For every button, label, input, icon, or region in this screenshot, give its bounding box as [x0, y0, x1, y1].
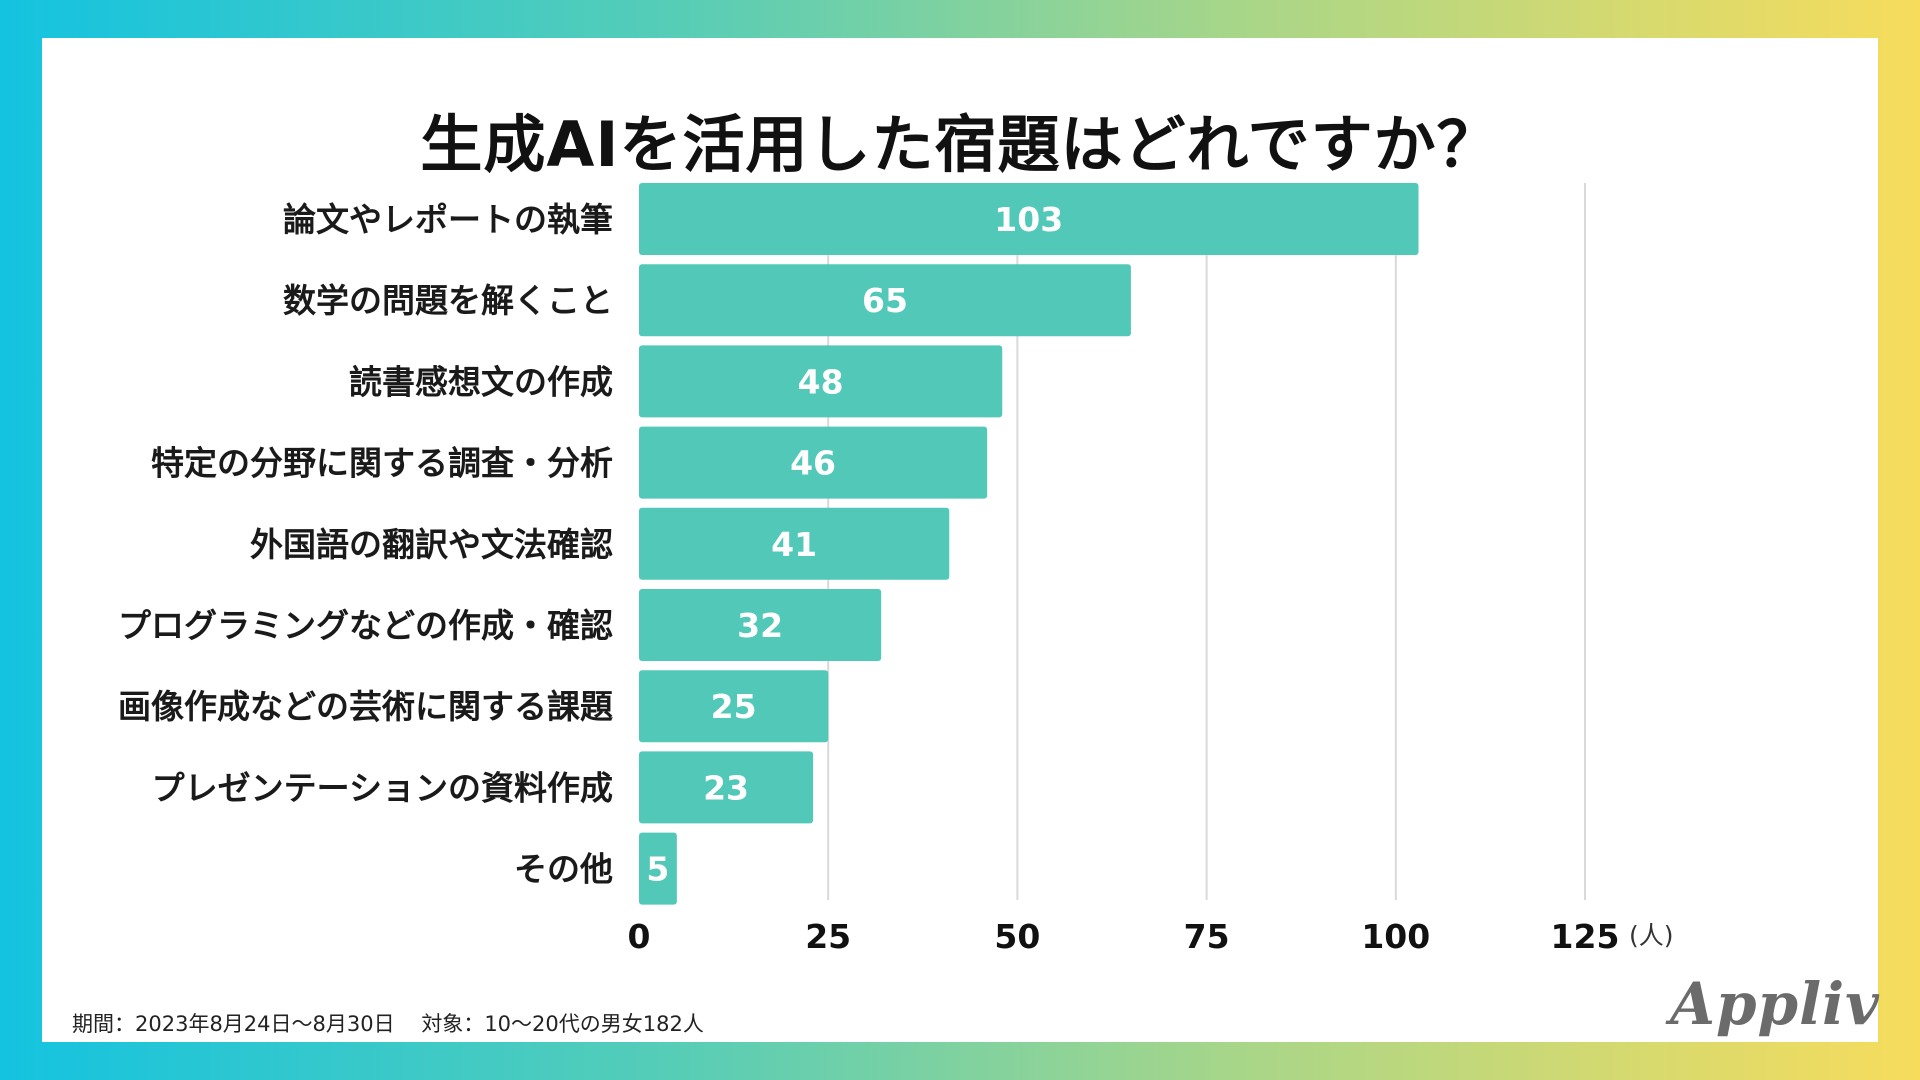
bar-value-label: 65 [862, 281, 908, 320]
x-tick-label: 25 [805, 917, 851, 956]
x-axis-unit: (人) [1629, 921, 1674, 950]
bar [639, 183, 1419, 255]
category-label: 論文やレポートの執筆 [283, 200, 613, 239]
bar-value-label: 46 [790, 444, 836, 483]
category-label: プログラミングなどの作成・確認 [118, 606, 613, 645]
bar-value-label: 23 [703, 768, 749, 807]
bar-chart: 103 65 48 46 41 32 25 23 5 論文やレポートの執筆数学の問題を解くこと読… [118, 183, 1674, 956]
bar [639, 345, 1003, 418]
bar [639, 670, 829, 743]
target-label: 対象： [421, 1012, 485, 1036]
category-label: 特定の分野に関する調査・分析 [151, 444, 613, 483]
category-labels: 論文やレポートの執筆数学の問題を解くこと読書感想文の作成特定の分野に関する調査・… [118, 200, 613, 889]
x-tick-label: 50 [994, 917, 1040, 956]
bars: 103 65 48 46 41 32 25 23 5 [639, 183, 1419, 905]
category-label: 画像作成などの芸術に関する課題 [118, 687, 613, 726]
category-label: その他 [514, 850, 613, 889]
bar [639, 426, 988, 499]
bar-value-label: 41 [771, 525, 817, 564]
x-axis-ticks: 0 25 50 75 100 125 [628, 917, 1620, 956]
category-label: 読書感想文の作成 [349, 362, 613, 401]
applive-logo: Appliv [1670, 970, 1880, 1038]
bar [639, 832, 677, 905]
bar-value-label: 48 [798, 362, 844, 401]
x-tick-label: 100 [1361, 917, 1430, 956]
bar-value-label: 103 [994, 200, 1063, 239]
x-tick-label: 0 [628, 917, 651, 956]
bar [639, 264, 1131, 337]
x-tick-label: 75 [1184, 917, 1230, 956]
bar-value-label: 25 [711, 687, 757, 726]
survey-period: 2023年8月24日〜8月30日 [135, 1012, 395, 1036]
period-label: 期間： [72, 1012, 135, 1036]
bar [639, 507, 950, 580]
category-label: プレゼンテーションの資料作成 [152, 768, 613, 807]
survey-footnote: 期間：2023年8月24日〜8月30日 対象：10〜20代の男女182人 [72, 1008, 704, 1038]
category-label: 外国語の翻訳や文法確認 [250, 525, 613, 564]
x-tick-label: 125 [1551, 917, 1620, 956]
bar [639, 751, 814, 824]
category-label: 数学の問題を解くこと [283, 281, 613, 320]
chart-title: 生成AIを活用した宿題はどれですか？ [420, 108, 1500, 181]
chart-card: 生成AIを活用した宿題はどれですか？ 103 65 48 46 41 32 25 23 5 論文… [42, 38, 1880, 1042]
bar-value-label: 5 [646, 850, 669, 889]
bar [639, 589, 882, 661]
survey-target: 10〜20代の男女182人 [484, 1012, 704, 1036]
bar-value-label: 32 [737, 606, 783, 645]
